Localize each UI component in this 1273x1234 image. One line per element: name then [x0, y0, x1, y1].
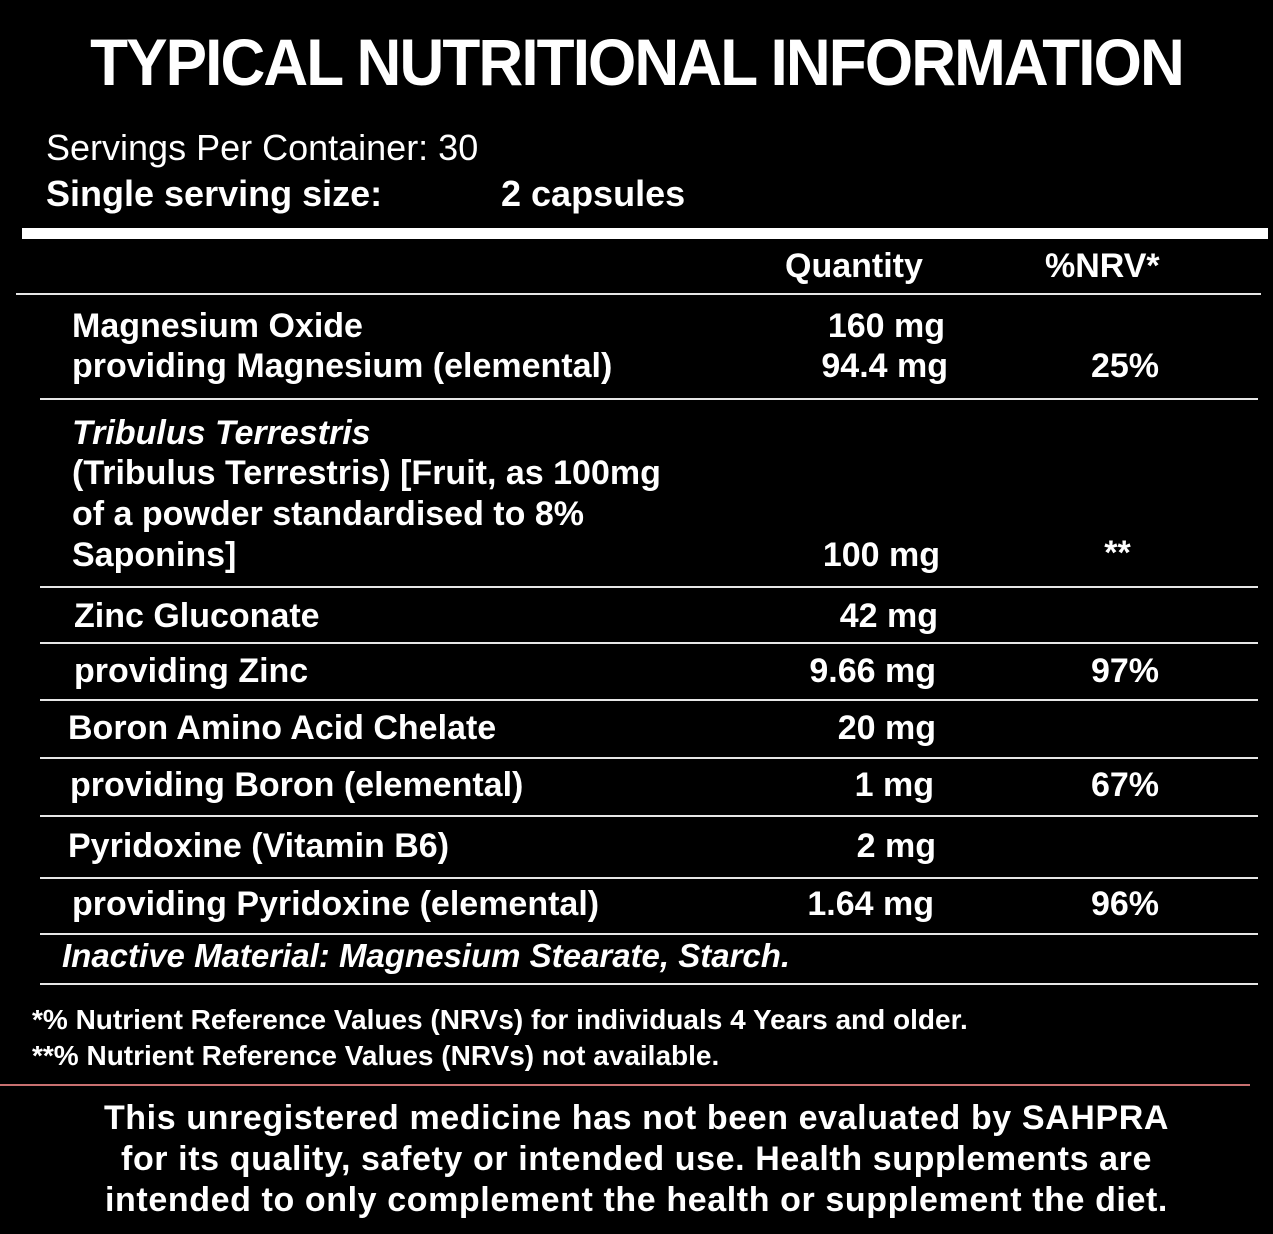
nutrient-quantity: 2 mg: [856, 827, 936, 865]
nutrient-nrv: 67%: [1090, 766, 1160, 804]
row-divider: [40, 983, 1258, 985]
nutrient-description: Saponins]: [72, 536, 237, 574]
nutrient-quantity: 1.64 mg: [807, 885, 934, 923]
disclaimer-line: for its quality, safety or intended use.…: [121, 1140, 1152, 1178]
nutrient-name: Tribulus Terrestris: [72, 414, 371, 452]
row-divider: [40, 586, 1258, 588]
nutrient-quantity: 1 mg: [854, 766, 934, 804]
nutrient-name: Pyridoxine (Vitamin B6): [68, 827, 450, 865]
nutrient-nrv: 25%: [1090, 347, 1160, 385]
row-divider: [40, 398, 1258, 400]
disclaimer-line: intended to only complement the health o…: [105, 1181, 1168, 1219]
nutrient-nrv: 97%: [1090, 652, 1160, 690]
nrv-footnote: *% Nutrient Reference Values (NRVs) for …: [32, 1004, 968, 1035]
nutrient-quantity: 42 mg: [839, 597, 938, 635]
disclaimer-line: This unregistered medicine has not been …: [103, 1099, 1170, 1137]
row-divider: [40, 642, 1258, 644]
page-title: TYPICAL NUTRITIONAL INFORMATION: [90, 25, 1185, 99]
nutrient-quantity: 20 mg: [837, 709, 936, 747]
nutrient-quantity: 9.66 mg: [809, 652, 936, 690]
nutrient-quantity: 100 mg: [822, 536, 940, 574]
nrv-column-header: %NRV*: [1045, 247, 1160, 285]
serving-size: Single serving size: 2 capsules: [46, 173, 685, 214]
nutrient-nrv: **: [1104, 534, 1131, 572]
header-divider: [22, 228, 1268, 239]
nutrient-name: providing Pyridoxine (elemental): [72, 885, 600, 923]
nutrient-quantity: 160 mg: [827, 307, 945, 345]
nutrient-description: (Tribulus Terrestris) [Fruit, as 100mg: [72, 454, 661, 492]
row-divider: [16, 293, 1261, 295]
nutrient-name: Boron Amino Acid Chelate: [68, 709, 497, 747]
footer-divider: [0, 1084, 1250, 1086]
serving-size-label: Single serving size:: [46, 173, 383, 214]
quantity-column-header: Quantity: [785, 247, 923, 285]
inactive-materials: Inactive Material: Magnesium Stearate, S…: [62, 937, 791, 974]
sahpra-disclaimer: This unregistered medicine has not been …: [0, 1098, 1273, 1221]
servings-per-container: Servings Per Container: 30: [46, 127, 479, 168]
row-divider: [40, 877, 1258, 879]
nrv-not-available-footnote: **% Nutrient Reference Values (NRVs) not…: [32, 1040, 720, 1071]
row-divider: [40, 815, 1258, 817]
nutrient-name: providing Boron (elemental): [70, 766, 524, 804]
nutrient-name: Magnesium Oxide: [72, 307, 363, 345]
nutrient-name: providing Magnesium (elemental): [72, 347, 613, 385]
nutrient-description: of a powder standardised to 8%: [72, 495, 584, 533]
row-divider: [40, 933, 1258, 935]
nutrient-nrv: 96%: [1090, 885, 1160, 923]
row-divider: [40, 757, 1258, 759]
nutrient-name: providing Zinc: [74, 652, 309, 690]
row-divider: [40, 699, 1258, 701]
serving-size-value: 2 capsules: [501, 173, 686, 214]
nutrient-name: Zinc Gluconate: [74, 597, 320, 635]
nutrient-quantity: 94.4 mg: [821, 347, 948, 385]
